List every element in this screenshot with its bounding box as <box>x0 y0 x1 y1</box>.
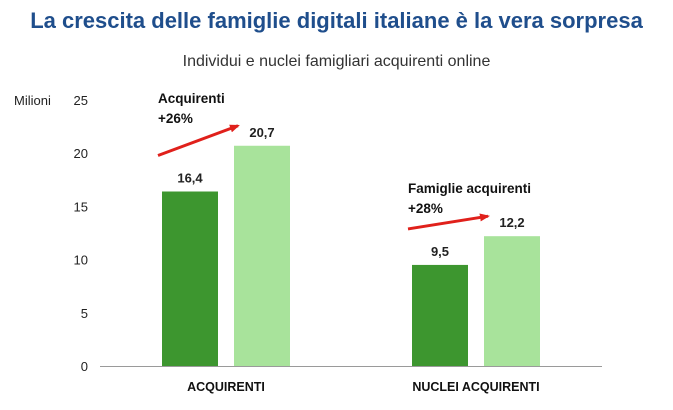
y-tick-label: 5 <box>81 306 88 321</box>
data-label: 12,2 <box>499 215 524 230</box>
annotation-growth: +28% <box>408 201 443 216</box>
y-tick-label: 15 <box>74 199 88 214</box>
chart-subtitle: Individui e nuclei famigliari acquirenti… <box>182 53 491 70</box>
y-tick-label: 20 <box>74 146 88 161</box>
data-label: 16,4 <box>177 171 203 186</box>
bar <box>484 236 540 366</box>
y-tick-label: 10 <box>74 253 88 268</box>
y-tick-label: 25 <box>74 93 88 108</box>
annotation-label: Acquirenti <box>158 91 225 106</box>
bar <box>234 145 290 366</box>
data-label: 20,7 <box>249 125 274 140</box>
y-tick-label: 0 <box>81 359 88 374</box>
page-title: La crescita delle famiglie digitali ital… <box>30 8 643 33</box>
growth-arrow <box>407 213 490 231</box>
y-axis-label: Milioni <box>14 93 51 108</box>
annotation-label: Famiglie acquirenti <box>408 181 531 196</box>
x-tick-label: ACQUIRENTI <box>187 380 265 394</box>
x-tick-label: NUCLEI ACQUIRENTI <box>412 380 539 394</box>
annotation-growth: +26% <box>158 111 193 126</box>
data-label: 9,5 <box>431 244 449 259</box>
bar <box>412 264 468 366</box>
bar <box>162 191 218 366</box>
growth-arrow <box>157 124 240 157</box>
